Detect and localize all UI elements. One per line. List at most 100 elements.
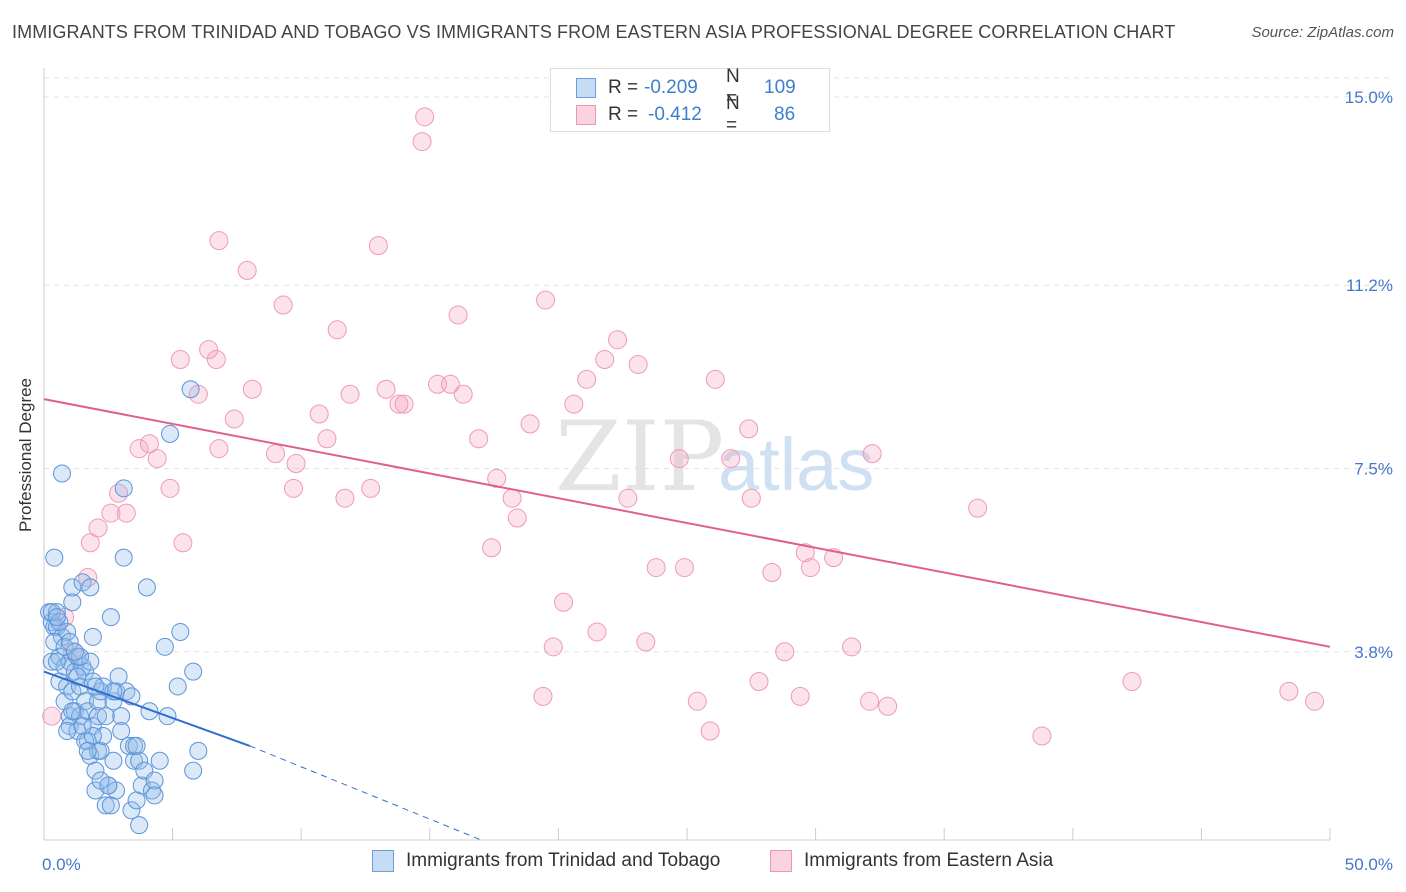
eastern-asia-trend-line xyxy=(43,398,1331,648)
y-tick-label: 11.2% xyxy=(1346,276,1393,295)
trinidad-point xyxy=(114,479,133,498)
eastern-asia-point xyxy=(453,384,473,404)
legend-r-value: -0.209 xyxy=(644,77,698,98)
trinidad-point xyxy=(60,632,79,651)
trinidad-point xyxy=(130,751,149,770)
eastern-asia-point xyxy=(109,483,129,503)
trinidad-point xyxy=(60,707,79,726)
legend-item-eastern-asia[interactable]: Immigrants from Eastern Asia xyxy=(770,850,1053,872)
eastern-asia-point xyxy=(795,543,815,563)
watermark-atlas: atlas xyxy=(718,423,874,506)
trinidad-point xyxy=(63,593,82,612)
trinidad-point xyxy=(184,662,203,681)
eastern-asia-point xyxy=(448,305,468,325)
eastern-asia-point xyxy=(242,379,262,399)
eastern-asia-point xyxy=(739,419,759,439)
trinidad-point xyxy=(53,464,72,483)
legend-n-label: N = xyxy=(726,93,740,136)
trinidad-point xyxy=(91,741,110,760)
series-legend: Immigrants from Trinidad and Tobago Immi… xyxy=(0,850,1406,880)
trinidad-point xyxy=(47,652,66,671)
eastern-asia-point xyxy=(265,444,285,464)
eastern-asia-point xyxy=(88,518,108,538)
eastern-asia-point xyxy=(842,637,862,657)
legend-row-eastern-asia: R = -0.412 N = 86 xyxy=(576,93,795,136)
eastern-asia-point xyxy=(415,107,435,127)
eastern-asia-point xyxy=(1122,671,1142,691)
legend-r-value: -0.412 xyxy=(648,104,702,125)
eastern-asia-point xyxy=(335,488,355,508)
eastern-asia-point xyxy=(749,671,769,691)
eastern-asia-point xyxy=(536,290,556,310)
trinidad-point xyxy=(168,677,187,696)
eastern-asia-point xyxy=(160,478,180,498)
legend-swatch-pink xyxy=(770,850,792,872)
eastern-asia-point xyxy=(237,260,257,280)
eastern-asia-point xyxy=(376,379,396,399)
eastern-asia-point xyxy=(824,548,844,568)
eastern-asia-point xyxy=(361,478,381,498)
trinidad-point xyxy=(83,627,102,646)
eastern-asia-point xyxy=(587,622,607,642)
eastern-asia-point xyxy=(1279,681,1299,701)
trinidad-trend-line xyxy=(43,670,251,747)
trinidad-point xyxy=(140,702,159,721)
trinidad-point xyxy=(112,707,131,726)
eastern-asia-point xyxy=(721,449,741,469)
eastern-asia-point xyxy=(741,488,761,508)
eastern-asia-points xyxy=(42,107,1325,746)
eastern-asia-point xyxy=(170,350,190,370)
trinidad-point xyxy=(55,637,74,656)
eastern-asia-point xyxy=(173,533,193,553)
chart-title: IMMIGRANTS FROM TRINIDAD AND TOBAGO VS I… xyxy=(12,22,1176,42)
legend-label-trinidad: Immigrants from Trinidad and Tobago xyxy=(406,850,721,871)
trend-lines xyxy=(43,398,1331,841)
eastern-asia-point xyxy=(147,449,167,469)
eastern-asia-point xyxy=(368,236,388,256)
trinidad-point xyxy=(104,751,123,770)
trinidad-point xyxy=(47,608,66,627)
gridlines xyxy=(44,77,1390,653)
trinidad-point xyxy=(189,741,208,760)
eastern-asia-point xyxy=(705,369,725,389)
trinidad-point xyxy=(63,702,82,721)
eastern-asia-point xyxy=(199,340,219,360)
eastern-asia-point xyxy=(636,632,656,652)
eastern-asia-point xyxy=(80,533,100,553)
x-tick-label: 50.0% xyxy=(1345,855,1393,874)
eastern-asia-point xyxy=(283,478,303,498)
eastern-asia-point xyxy=(533,686,553,706)
eastern-asia-point xyxy=(327,320,347,340)
trinidad-point xyxy=(114,548,133,567)
trinidad-point xyxy=(145,786,164,805)
y-tick-label: 3.8% xyxy=(1354,643,1393,662)
eastern-asia-point xyxy=(564,394,584,414)
eastern-asia-point xyxy=(595,350,615,370)
legend-r-label: R = xyxy=(608,104,639,125)
y-tick-label: 15.0% xyxy=(1345,88,1393,107)
eastern-asia-point xyxy=(206,350,226,370)
trinidad-points xyxy=(40,380,208,835)
trinidad-point xyxy=(117,682,136,701)
eastern-asia-point xyxy=(129,439,149,459)
trinidad-point xyxy=(91,771,110,790)
eastern-asia-point xyxy=(309,404,329,424)
eastern-asia-point xyxy=(520,414,540,434)
y-tick-label: 7.5% xyxy=(1354,460,1393,479)
trinidad-point xyxy=(78,741,97,760)
legend-swatch-blue xyxy=(372,850,394,872)
legend-item-trinidad[interactable]: Immigrants from Trinidad and Tobago xyxy=(372,850,720,872)
trinidad-point xyxy=(71,647,90,666)
correlation-legend: R = -0.209 N = 109 R = -0.412 N = 86 xyxy=(550,66,830,136)
legend-swatch-pink xyxy=(576,105,596,125)
eastern-asia-point xyxy=(101,503,121,523)
legend-n-value: 109 xyxy=(764,77,796,98)
eastern-asia-point xyxy=(389,394,409,414)
legend-label-eastern-asia: Immigrants from Eastern Asia xyxy=(804,850,1054,871)
legend-row-trinidad: R = -0.209 N = 109 xyxy=(576,66,796,109)
eastern-asia-point xyxy=(762,563,782,583)
eastern-asia-point xyxy=(116,503,136,523)
trinidad-point xyxy=(101,608,120,627)
trinidad-point xyxy=(112,722,131,741)
